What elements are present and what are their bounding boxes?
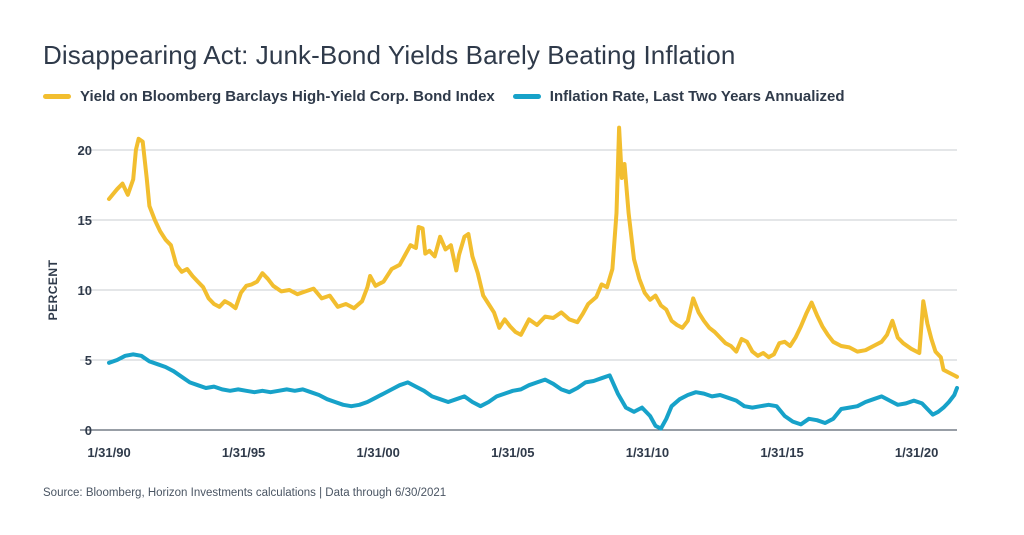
legend-label-yield: Yield on Bloomberg Barclays High-Yield C… bbox=[80, 88, 495, 105]
y-axis-ticks: 0 5 10 15 20 bbox=[78, 143, 92, 438]
legend-item-inflation: Inflation Rate, Last Two Years Annualize… bbox=[512, 88, 845, 105]
legend-swatch-inflation bbox=[512, 94, 541, 99]
source-note: Source: Bloomberg, Horizon Investments c… bbox=[43, 487, 447, 499]
x-tick-label: 1/31/15 bbox=[760, 445, 803, 460]
grid-lines bbox=[80, 149, 957, 431]
x-tick-label: 1/31/00 bbox=[357, 445, 400, 460]
x-axis-ticks: 1/31/90 1/31/95 1/31/00 1/31/05 1/31/10 1/31/… bbox=[87, 445, 938, 460]
y-tick-label: 15 bbox=[78, 213, 92, 228]
y-tick-label: 10 bbox=[78, 283, 92, 298]
series-lines bbox=[107, 125, 959, 431]
y-tick-label: 0 bbox=[85, 423, 92, 438]
inflation-line bbox=[107, 352, 959, 431]
legend-item-yield: Yield on Bloomberg Barclays High-Yield C… bbox=[43, 88, 495, 105]
x-tick-label: 1/31/95 bbox=[222, 445, 265, 460]
legend-swatch-yield bbox=[43, 94, 71, 99]
y-tick-label: 20 bbox=[78, 143, 92, 158]
y-axis-title: PERCENT bbox=[46, 259, 60, 320]
x-tick-label: 1/31/20 bbox=[895, 445, 938, 460]
yield-line bbox=[107, 125, 959, 379]
x-tick-label: 1/31/90 bbox=[87, 445, 130, 460]
y-tick-label: 5 bbox=[85, 353, 92, 368]
chart-title: Disappearing Act: Junk-Bond Yields Barel… bbox=[43, 40, 736, 70]
x-tick-label: 1/31/05 bbox=[491, 445, 534, 460]
chart-legend: Yield on Bloomberg Barclays High-Yield C… bbox=[43, 88, 863, 105]
x-tick-label: 1/31/10 bbox=[626, 445, 669, 460]
legend-label-inflation: Inflation Rate, Last Two Years Annualize… bbox=[549, 88, 845, 105]
